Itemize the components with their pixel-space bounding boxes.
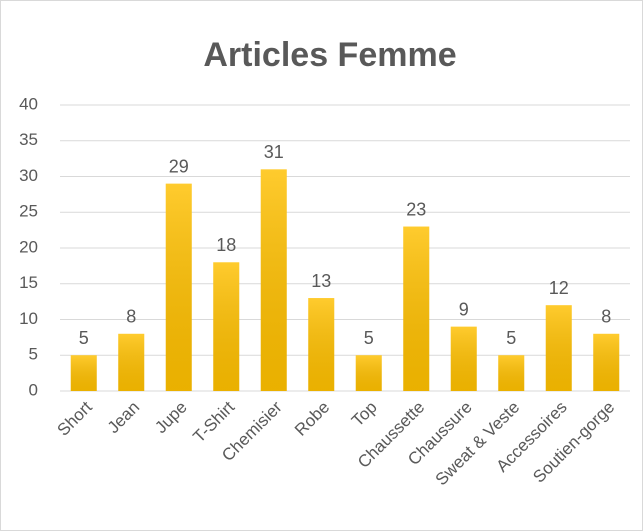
bar	[498, 355, 525, 391]
bar	[545, 305, 572, 391]
bar	[593, 333, 620, 391]
data-label: 5	[79, 328, 89, 348]
y-tick-label: 40	[19, 94, 38, 113]
data-label: 18	[216, 235, 236, 255]
y-tick-label: 25	[19, 202, 38, 221]
bar	[118, 333, 145, 391]
bar	[213, 262, 240, 391]
bar	[260, 169, 287, 391]
y-tick-label: 5	[29, 345, 38, 364]
data-label: 12	[549, 278, 569, 298]
y-tick-label: 30	[19, 166, 38, 185]
bar	[308, 298, 335, 391]
data-label: 13	[311, 271, 331, 291]
y-tick-label: 20	[19, 237, 38, 256]
data-label: 8	[126, 307, 136, 327]
data-label: 5	[364, 328, 374, 348]
bar	[450, 326, 477, 391]
data-label: 31	[264, 142, 284, 162]
data-label: 23	[406, 199, 426, 219]
y-tick-label: 15	[19, 273, 38, 292]
data-label: 9	[459, 299, 469, 319]
data-label: 29	[169, 156, 189, 176]
y-tick-label: 10	[19, 309, 38, 328]
data-label: 5	[506, 328, 516, 348]
y-tick-label: 35	[19, 130, 38, 149]
bar	[355, 355, 382, 391]
bar	[165, 183, 192, 391]
data-label: 8	[601, 307, 611, 327]
bar	[403, 226, 430, 391]
y-tick-label: 0	[29, 380, 38, 399]
chart-title: Articles Femme	[203, 36, 456, 74]
bar	[70, 355, 97, 391]
